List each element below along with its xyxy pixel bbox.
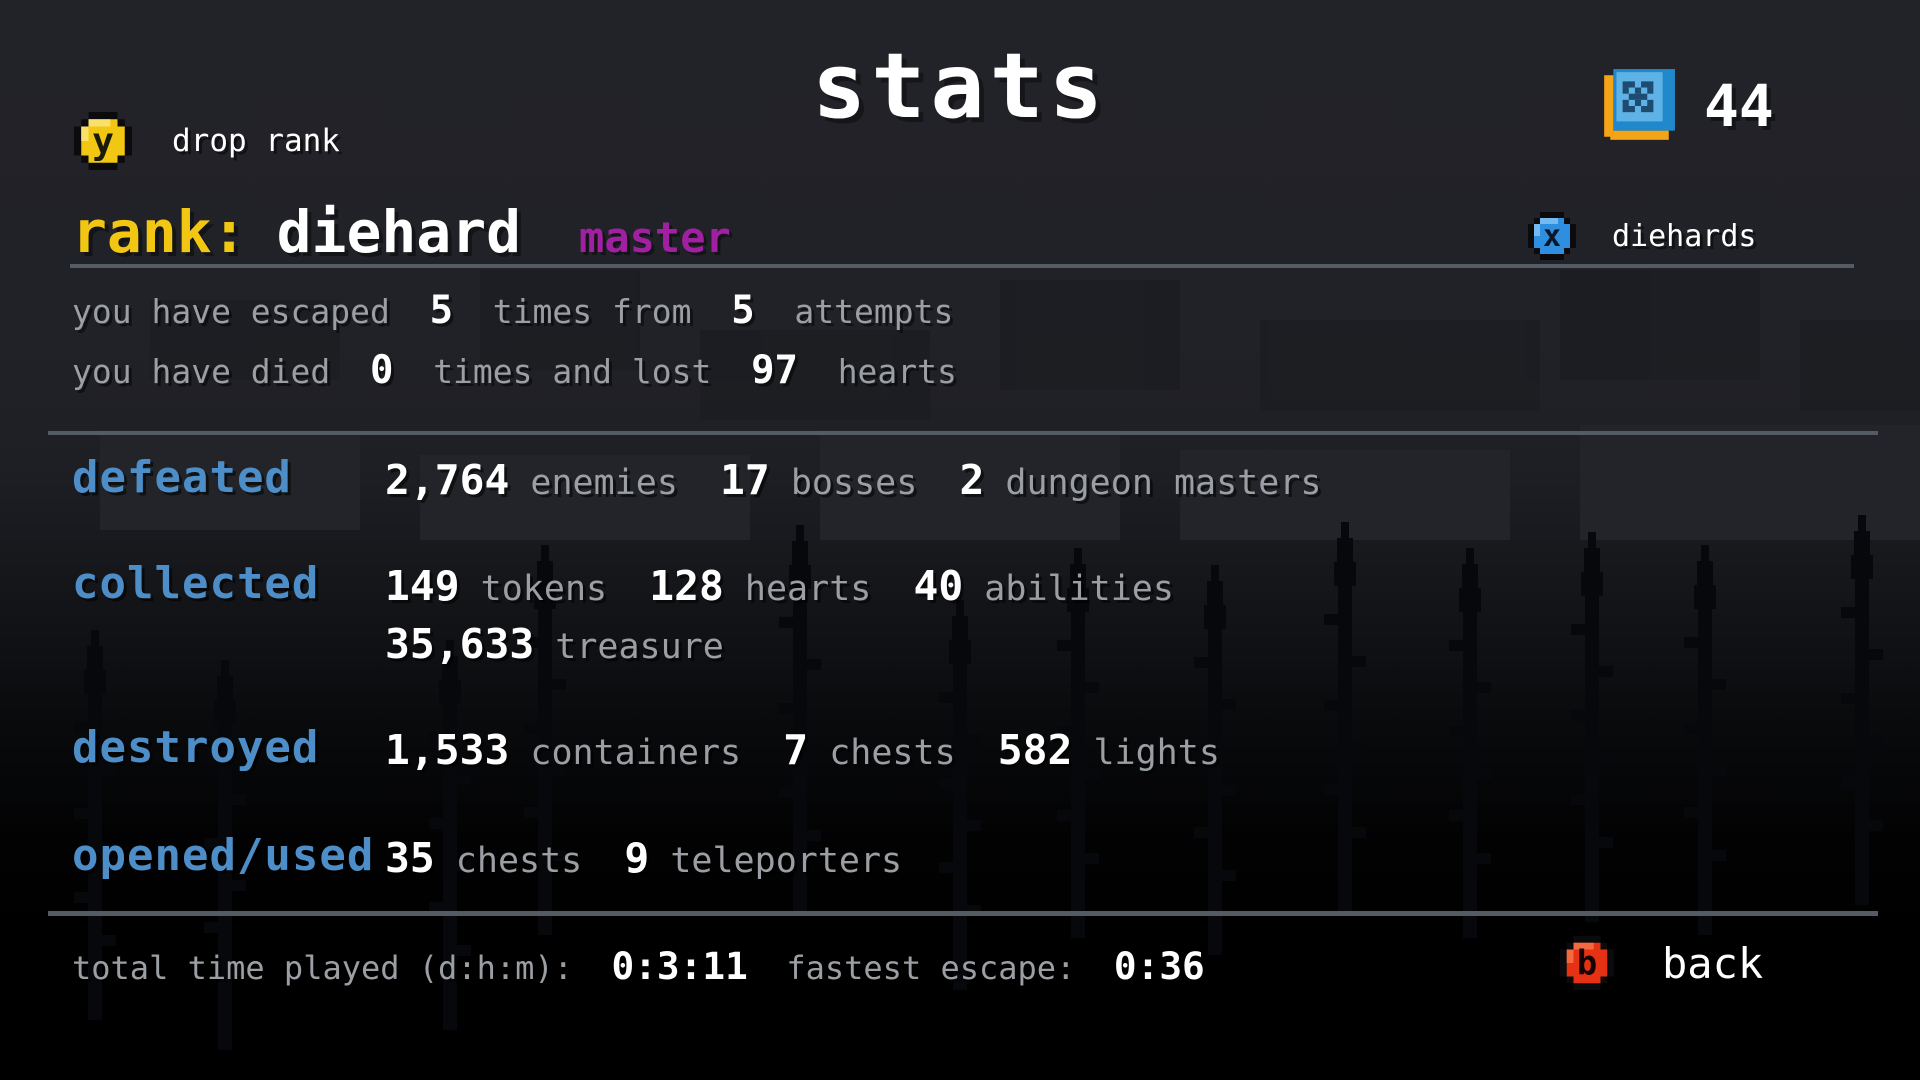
divider (70, 264, 1854, 268)
stat-row-values: 2,764 enemies 17 bosses 2 dungeon master… (385, 456, 1322, 504)
stat-row-values: 149 tokens 128 hearts 40 abilities (385, 562, 1174, 610)
diehards-badge[interactable]: x diehards (1528, 212, 1757, 260)
escape-summary-line: you have escaped 5 times from 5 attempts (72, 288, 954, 333)
gamepad-x-button-icon: x (1528, 212, 1576, 260)
death-summary-line: you have died 0 times and lost 97 hearts (72, 348, 957, 393)
stat-row-label: destroyed (72, 722, 320, 773)
divider (48, 911, 1878, 916)
stat-row-values: 1,533 containers 7 chests 582 lights (385, 726, 1220, 774)
stat-row-label: collected (72, 558, 320, 609)
page-title: stats (812, 34, 1108, 139)
time-summary-line: total time played (d:h:m): 0:3:11 fastes… (72, 944, 1205, 988)
stat-row-values: 35 chests 9 teleporters (385, 834, 903, 882)
stat-row-label: defeated (72, 452, 292, 503)
stat-row-values: 35,633 treasure (385, 620, 724, 668)
token-count: 44 (1704, 72, 1774, 140)
back-label: back (1662, 938, 1764, 988)
rank-row: rank: diehard master (72, 198, 731, 266)
gamepad-b-button-icon: b (1560, 936, 1614, 990)
rank-label: rank: (72, 198, 247, 266)
gamepad-y-button-icon: y (74, 112, 132, 170)
divider (48, 431, 1878, 435)
svg-text:x: x (1543, 219, 1561, 254)
stat-row-label: opened/used (72, 830, 375, 881)
token-counter: 44 (1598, 68, 1774, 144)
back-button[interactable]: b back (1560, 936, 1763, 990)
rank-value: diehard (276, 198, 522, 266)
rank-tier: master (579, 213, 731, 262)
token-icon (1604, 69, 1675, 140)
svg-text:b: b (1577, 943, 1597, 982)
diehards-label: diehards (1612, 218, 1757, 254)
drop-rank-label: drop rank (172, 123, 340, 159)
drop-rank-button[interactable]: y drop rank (74, 112, 340, 170)
svg-text:y: y (92, 119, 114, 162)
